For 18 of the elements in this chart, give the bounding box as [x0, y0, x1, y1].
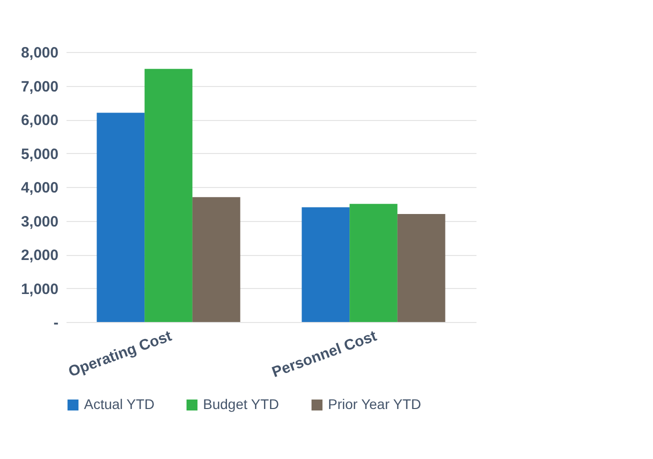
- y-tick-label: 2,000: [20, 247, 58, 264]
- legend-label: Prior Year YTD: [328, 396, 422, 412]
- legend-label: Actual YTD: [84, 396, 155, 412]
- y-tick-label: 1,000: [20, 280, 58, 298]
- y-tick-label: 7,000: [20, 78, 58, 96]
- y-tick-label: 4,000: [20, 180, 58, 196]
- y-tick-label: 3,000: [20, 213, 58, 230]
- y-tick-label: 8,000: [20, 44, 58, 62]
- legend-label: Budget YTD: [203, 396, 280, 412]
- bar: [192, 197, 240, 322]
- bar: [350, 204, 398, 322]
- y-tick-label: 5,000: [20, 146, 58, 163]
- bar: [144, 68, 192, 322]
- bar: [96, 112, 145, 322]
- bar: [302, 207, 350, 322]
- y-tick-label: 6,000: [20, 112, 58, 129]
- y-tick-label: -: [54, 314, 58, 332]
- bar: [397, 214, 446, 322]
